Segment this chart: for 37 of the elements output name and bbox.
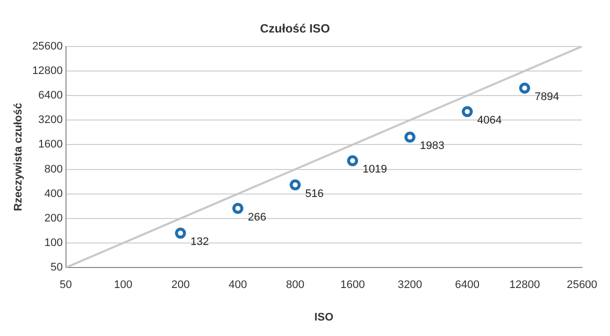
point [175,228,186,239]
y-tick-label: 6400 [38,90,63,102]
x-tick-label: 800 [286,279,304,292]
data-label: 266 [248,211,266,224]
y-axis-title: Rzeczywista czułość [12,102,25,212]
point [232,202,244,214]
data-label: 7894 [534,91,560,104]
x-tick-label: 12800 [509,279,540,292]
x-tick-label: 50 [60,279,72,292]
y-tick-label: 100 [44,237,63,250]
y-tick-label: 50 [50,262,63,274]
x-tick-label: 3200 [398,279,422,292]
x-tick-label: 25600 [566,279,598,292]
data-label: 132 [190,236,209,248]
data-label: 516 [305,188,324,200]
x-tick-label: 1600 [340,279,365,292]
point [519,82,530,94]
x-tick-label: 6400 [455,279,480,292]
data-label: 1983 [420,140,444,152]
point [462,106,473,118]
y-tick-label: 12800 [32,65,63,78]
y-tick-label: 3200 [38,114,63,126]
point [404,132,416,143]
x-axis-title: ISO [314,311,334,324]
data-label: 4064 [477,114,502,127]
y-tick-label: 800 [44,163,63,176]
y-tick-label: 200 [44,212,63,224]
data-label: 1019 [362,164,388,176]
y-tick-label: 400 [44,188,63,200]
point [347,155,358,166]
x-tick-label: 400 [228,279,248,292]
point [290,179,301,190]
y-tick-label: 25600 [32,40,63,52]
x-tick-label: 100 [114,279,132,292]
x-tick-label: 200 [171,279,190,292]
y-tick-label: 1600 [38,138,63,151]
chart-title: Czułość ISO [260,22,330,36]
